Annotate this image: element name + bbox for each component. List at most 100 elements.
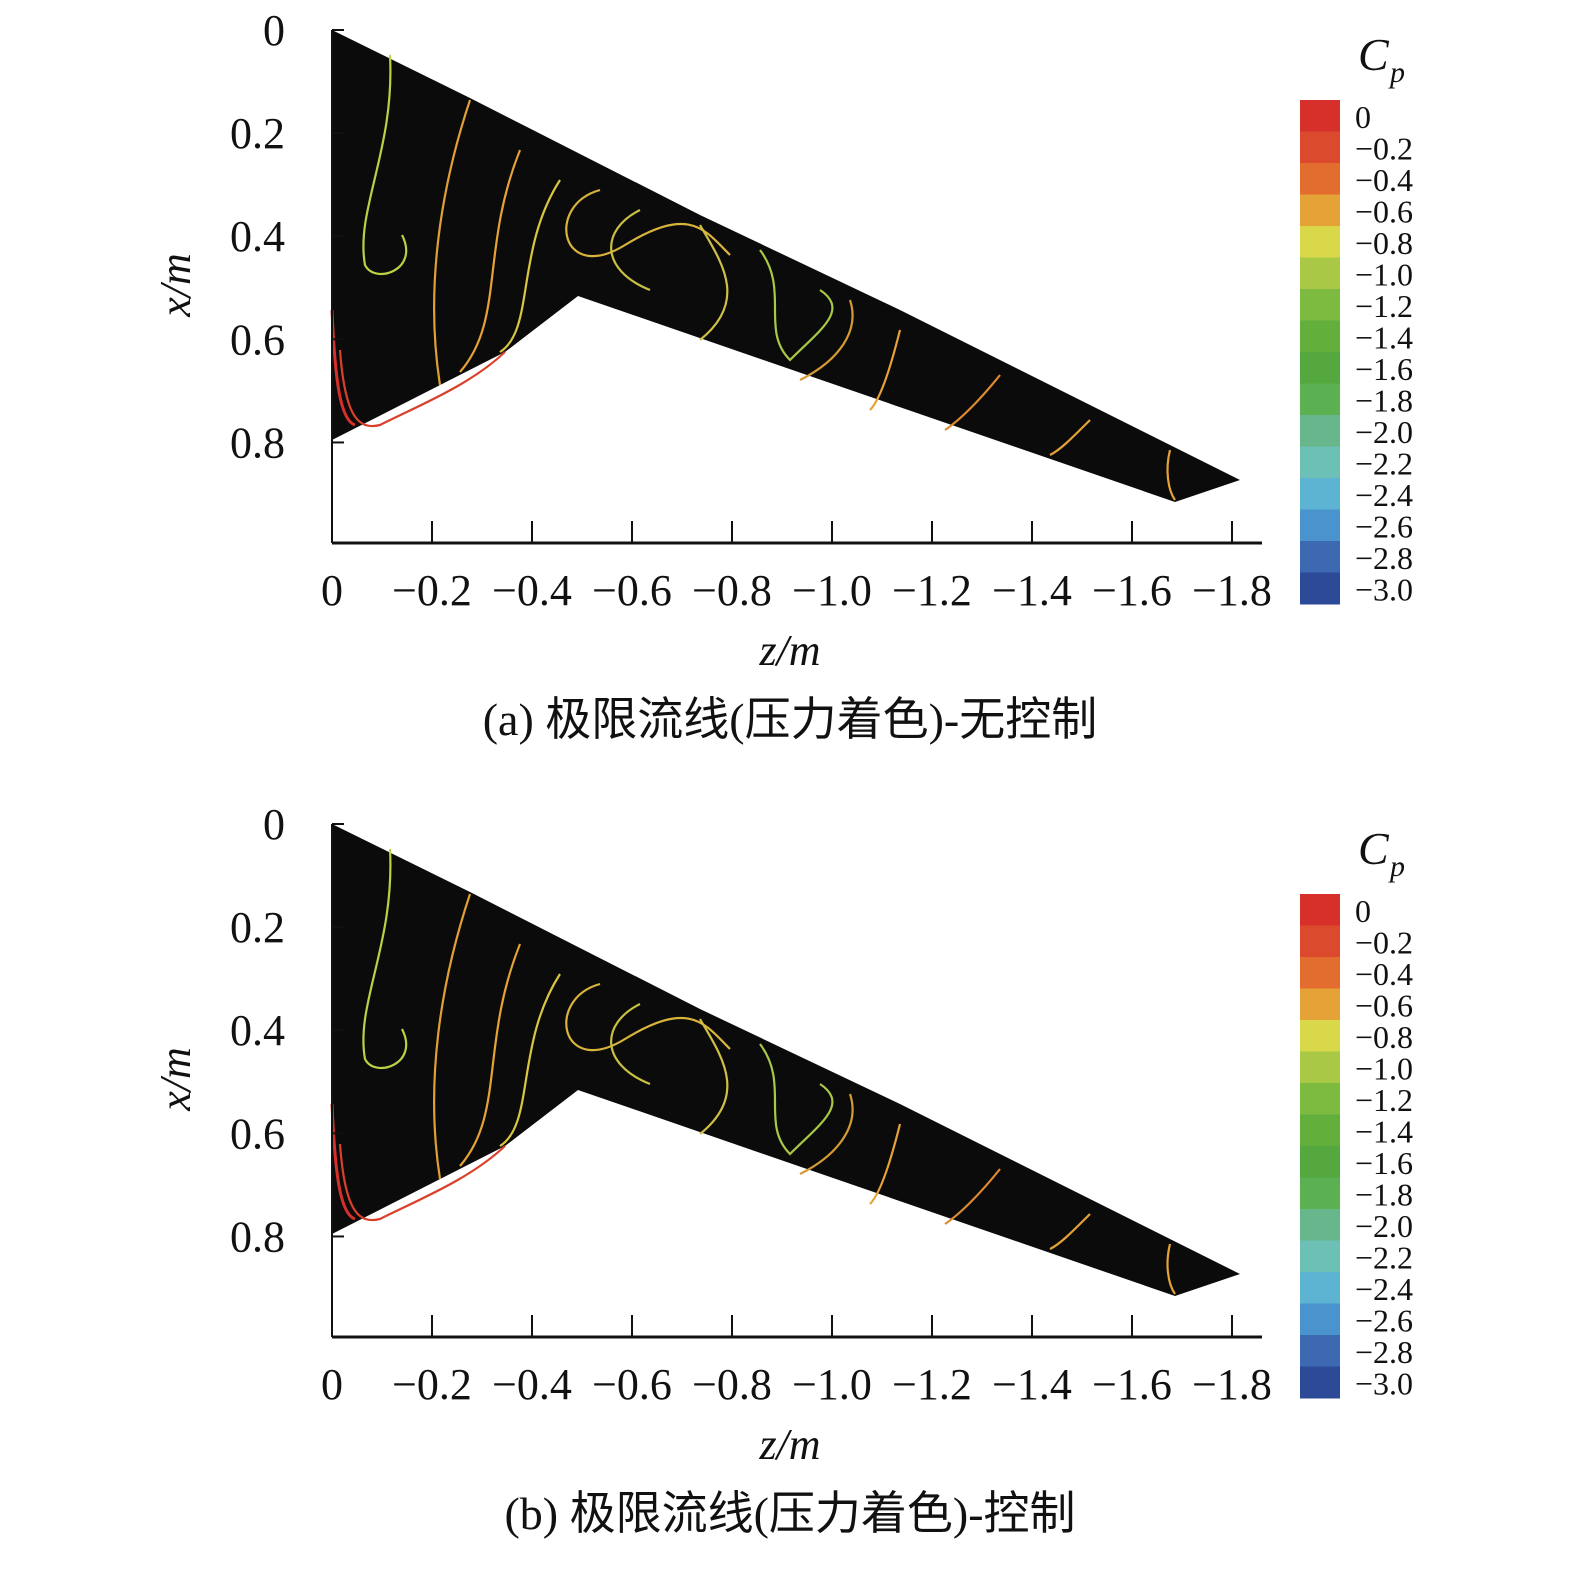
colorbar-band [1300,1335,1340,1367]
x-tick-label: −1.0 [792,1360,872,1409]
streamline [759,1043,834,1156]
colorbar-band [1300,226,1340,258]
y-tick-label: 0.2 [230,903,285,952]
streamline [869,1123,902,1205]
colorbar-label: −0.4 [1355,956,1413,992]
x-tick-label: −1.2 [892,566,972,615]
x-tick-label: −1.8 [1192,566,1272,615]
colorbar-label: −2.8 [1355,540,1413,576]
leading-edge [330,309,356,427]
x-tick-label: −1.2 [892,1360,972,1409]
colorbar-label: −0.4 [1355,162,1413,198]
colorbar-band [1300,1366,1340,1399]
streamline [944,374,1001,431]
y-tick-label: 0.4 [230,1006,285,1055]
colorbar-label: 0 [1355,99,1371,135]
colorbar-title: C [1358,823,1390,874]
colorbar-band [1300,541,1340,573]
panel: 00.20.40.60.80 −0.2 −0.4 −0.6 −0.8 −1.0 −1.2 −1… [151,800,1413,1539]
colorbar-band [1300,1177,1340,1210]
colorbar-label: −1.2 [1355,1082,1413,1118]
colorbar-band [1300,446,1340,479]
colorbar-band [1300,1020,1340,1052]
colorbar-label: −2.4 [1355,477,1413,513]
streamline [799,299,854,381]
x-tick-label: −0.8 [692,1360,772,1409]
colorbar-label: −2.6 [1355,509,1413,545]
colorbar-label: −2.4 [1355,1271,1413,1307]
y-tick-label: 0 [263,6,285,55]
colorbar-label: −1.8 [1355,1177,1413,1213]
x-tick-label: −1.6 [1092,566,1172,615]
colorbar-band [1300,1272,1340,1304]
x-tick-label: −1.6 [1092,1360,1172,1409]
x-tick-label: −0.8 [692,566,772,615]
streamline [944,1168,1001,1225]
x-tick-label: −0.6 [592,1360,672,1409]
colorbar-label: −2.8 [1355,1334,1413,1370]
colorbar-band [1300,572,1340,605]
x-tick-label: −0.4 [492,566,572,615]
colorbar-band [1300,925,1340,958]
streamline [433,893,472,1180]
wing-surface [332,30,1240,502]
colorbar-band [1300,894,1340,926]
colorbar-band [1300,163,1340,195]
streamline [759,249,834,362]
colorbar-label: −3.0 [1355,1366,1413,1402]
streamline [338,349,506,428]
leading-edge [330,1103,356,1221]
colorbar-band [1300,1303,1340,1336]
x-tick-label: −0.6 [592,566,672,615]
colorbar-band [1300,352,1340,384]
streamline [610,1003,651,1086]
streamline [459,149,522,373]
colorbar-label: −0.2 [1355,925,1413,961]
wing-surface [332,824,1240,1296]
y-tick-label: 0.8 [230,1212,285,1261]
colorbar-label: −2.2 [1355,446,1413,482]
y-axis-label: x/m [151,253,200,318]
y-tick-label: 0.2 [230,109,285,158]
streamline [699,224,729,341]
colorbar-band [1300,383,1340,416]
colorbar-label: −0.8 [1355,225,1413,261]
x-tick-label: −1.8 [1192,1360,1272,1409]
panel-title: (b) 极限流线(压力着色)-控制 [504,1488,1075,1539]
x-tick-label: −0.2 [392,566,472,615]
colorbar-label: −0.8 [1355,1019,1413,1055]
colorbar-label: −1.4 [1355,1114,1413,1150]
x-tick-label: −0.2 [392,1360,472,1409]
colorbar-band [1300,320,1340,353]
panel: 00.20.40.60.80 −0.2 −0.4 −0.6 −0.8 −1.0 −1.2 −1… [151,6,1413,745]
colorbar-label: −1.2 [1355,288,1413,324]
x-tick-label: −0.4 [492,1360,572,1409]
colorbar-band [1300,1051,1340,1084]
colorbar-label: −0.2 [1355,131,1413,167]
colorbar-band [1300,257,1340,290]
y-tick-label: 0.6 [230,315,285,364]
streamline [610,209,651,292]
colorbar-band [1300,957,1340,989]
colorbar-band [1300,1114,1340,1147]
streamline [433,99,472,386]
x-axis-label: z/m [758,626,820,675]
streamline [1166,1243,1176,1295]
streamline [362,848,408,1069]
colorbar-label: −1.4 [1355,320,1413,356]
colorbar-band [1300,194,1340,227]
colorbar-band [1300,988,1340,1021]
colorbar-band [1300,478,1340,510]
x-tick-label: 0 [321,566,343,615]
colorbar-label: −2.0 [1355,1208,1413,1244]
x-tick-label: 0 [321,1360,343,1409]
colorbar-label: −1.6 [1355,1145,1413,1181]
colorbar-band [1300,1146,1340,1178]
colorbar-label: −1.0 [1355,1051,1413,1087]
colorbar-band [1300,1209,1340,1241]
panel-title: (a) 极限流线(压力着色)-无控制 [483,694,1098,745]
colorbar-label: −1.8 [1355,383,1413,419]
colorbar-label: −0.6 [1355,194,1413,230]
colorbar-label: −2.2 [1355,1240,1413,1276]
colorbar-label: −2.0 [1355,414,1413,450]
